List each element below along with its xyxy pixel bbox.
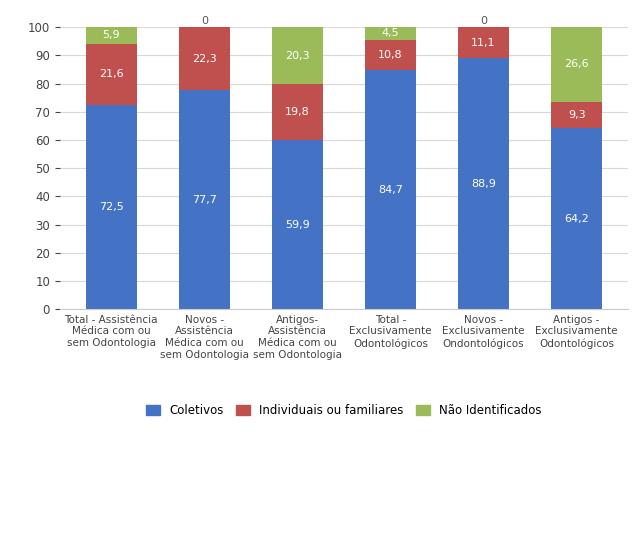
Text: 77,7: 77,7 [192,195,217,205]
Text: 26,6: 26,6 [565,60,589,70]
Bar [458,59,509,309]
Bar [272,27,323,84]
Legend: Coletivos, Individuais ou familiares, Não Identificados: Coletivos, Individuais ou familiares, Nã… [141,399,547,422]
Text: 19,8: 19,8 [285,107,310,118]
Text: 0: 0 [480,15,487,26]
Bar [179,90,230,309]
Text: 9,3: 9,3 [568,110,585,120]
Bar [365,70,416,309]
Bar [551,128,602,309]
Text: 20,3: 20,3 [285,51,310,61]
Text: 88,9: 88,9 [471,179,496,189]
Bar [458,27,509,59]
Text: 5,9: 5,9 [102,30,120,40]
Text: 0: 0 [201,15,208,26]
Bar [551,102,602,128]
Bar [179,27,230,90]
Text: 4,5: 4,5 [382,29,399,39]
Bar [86,27,137,44]
Text: 11,1: 11,1 [471,38,496,48]
Bar [86,105,137,309]
Bar [272,140,323,309]
Bar [86,44,137,105]
Bar [365,40,416,70]
Bar [551,27,602,102]
Text: 22,3: 22,3 [192,54,217,63]
Text: 59,9: 59,9 [285,220,310,230]
Text: 10,8: 10,8 [378,50,403,60]
Bar [365,27,416,40]
Bar [272,84,323,140]
Text: 84,7: 84,7 [378,185,403,195]
Text: 21,6: 21,6 [99,69,123,79]
Text: 64,2: 64,2 [564,214,589,224]
Text: 72,5: 72,5 [99,202,123,212]
